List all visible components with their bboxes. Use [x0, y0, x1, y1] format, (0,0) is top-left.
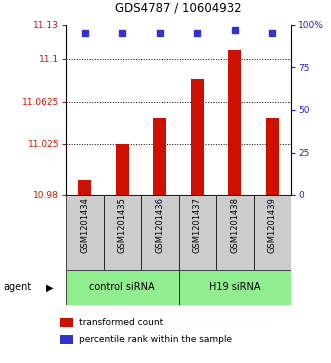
Bar [266, 118, 279, 195]
Text: GDS4787 / 10604932: GDS4787 / 10604932 [115, 1, 242, 15]
Text: GSM1201437: GSM1201437 [193, 197, 202, 253]
Text: GSM1201439: GSM1201439 [268, 197, 277, 253]
Text: control siRNA: control siRNA [89, 282, 155, 293]
FancyBboxPatch shape [178, 270, 291, 305]
Bar [116, 144, 129, 195]
FancyBboxPatch shape [104, 195, 141, 270]
FancyBboxPatch shape [66, 270, 178, 305]
Text: GSM1201438: GSM1201438 [230, 197, 239, 253]
Text: transformed count: transformed count [79, 318, 164, 327]
Text: percentile rank within the sample: percentile rank within the sample [79, 335, 233, 344]
FancyBboxPatch shape [178, 195, 216, 270]
Text: GSM1201434: GSM1201434 [80, 197, 89, 253]
Text: agent: agent [3, 282, 31, 293]
FancyBboxPatch shape [141, 195, 178, 270]
Bar [153, 118, 166, 195]
Text: H19 siRNA: H19 siRNA [209, 282, 260, 293]
Bar [228, 50, 241, 195]
FancyBboxPatch shape [216, 195, 254, 270]
Text: GSM1201436: GSM1201436 [155, 197, 164, 253]
Bar [191, 79, 204, 195]
Text: ▶: ▶ [46, 282, 53, 293]
Bar [78, 180, 91, 195]
Text: GSM1201435: GSM1201435 [118, 197, 127, 253]
FancyBboxPatch shape [254, 195, 291, 270]
FancyBboxPatch shape [66, 195, 104, 270]
